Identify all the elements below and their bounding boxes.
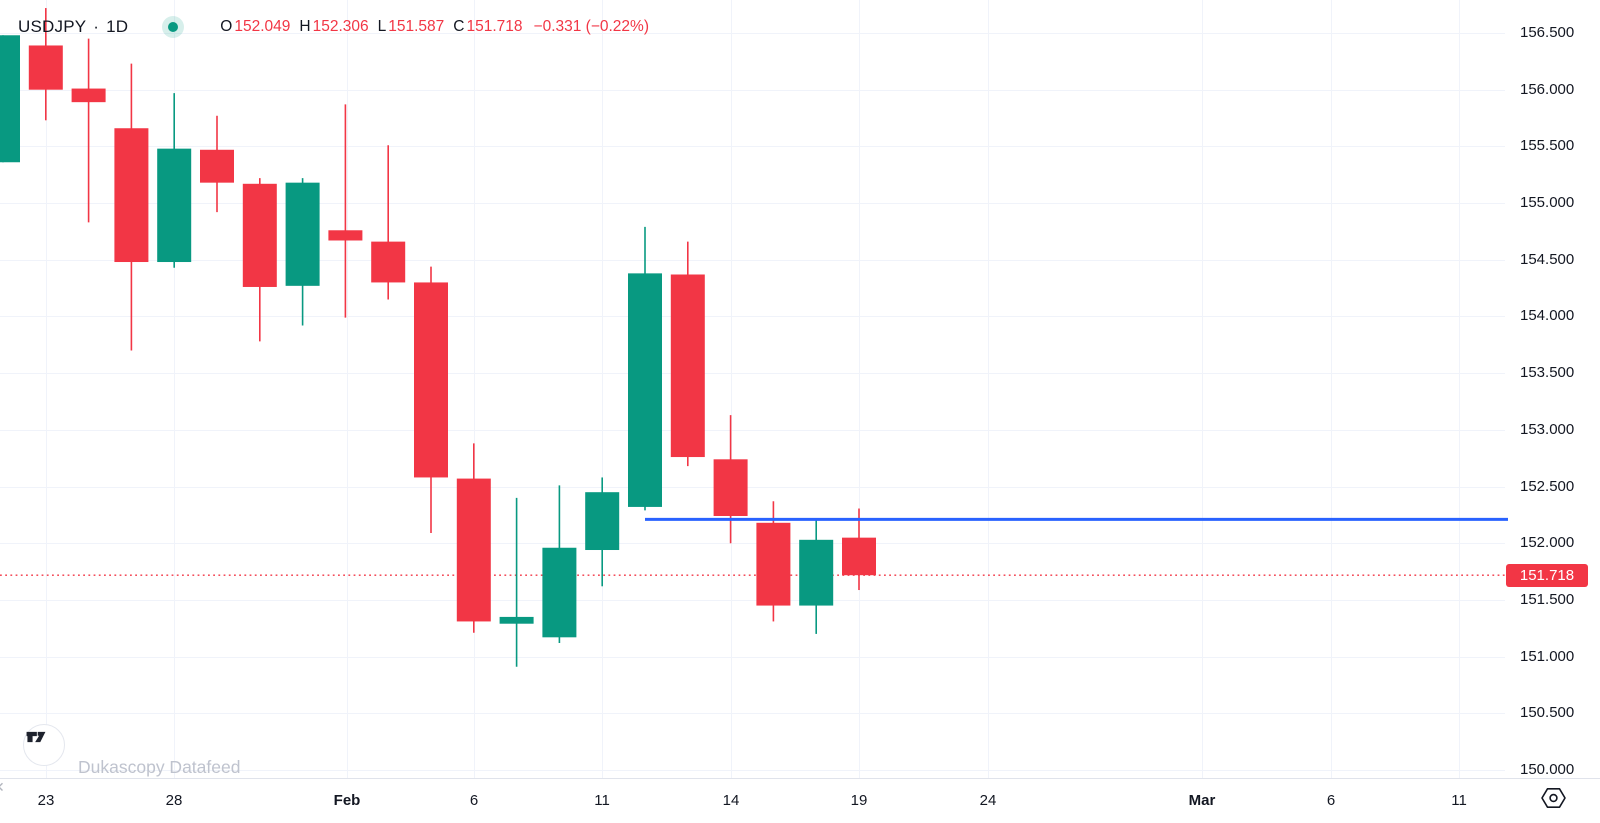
candle-body-feb-5 bbox=[414, 282, 448, 478]
price-axis-label: 154.500 bbox=[1520, 250, 1575, 268]
interval-label: 1D bbox=[106, 17, 129, 36]
price-axis-label: 151.000 bbox=[1520, 647, 1575, 665]
low-value: 151.587 bbox=[388, 18, 445, 35]
candle-body-feb-4 bbox=[371, 241, 406, 283]
candle-body-jan-31 bbox=[285, 182, 320, 286]
candle-body-feb-6 bbox=[456, 478, 491, 622]
time-axis-label: Mar bbox=[1188, 792, 1216, 809]
candle-body-jan-29 bbox=[200, 149, 234, 183]
candle-body-feb-13 bbox=[670, 274, 705, 458]
price-axis-label: 150.000 bbox=[1520, 760, 1575, 778]
candle-body-feb-14 bbox=[713, 459, 748, 516]
price-axis-label: 152.000 bbox=[1520, 534, 1575, 552]
high-value: 152.306 bbox=[312, 18, 369, 35]
price-axis-label: 156.500 bbox=[1520, 24, 1575, 41]
time-axis-label: 24 bbox=[979, 792, 997, 809]
time-axis-label: 6 bbox=[1326, 792, 1336, 809]
candle-body-feb-18 bbox=[799, 539, 834, 606]
time-axis-label: 14 bbox=[722, 792, 740, 809]
change-value: −0.331 (−0.22%) bbox=[533, 18, 649, 35]
price-axis-label: 153.500 bbox=[1520, 364, 1575, 382]
price-axis-label: 154.000 bbox=[1520, 307, 1575, 325]
candle-body-feb-3 bbox=[328, 230, 363, 241]
time-axis-label: 23 bbox=[37, 792, 55, 809]
low-label: L bbox=[377, 18, 387, 35]
symbol-title[interactable]: USDJPY · 1D bbox=[18, 17, 128, 37]
candle-body-feb-12 bbox=[628, 273, 662, 507]
open-label: O bbox=[220, 18, 233, 35]
candle-body-jan-27 bbox=[114, 128, 149, 263]
candle-body-jan-30 bbox=[242, 183, 277, 287]
candle-body-feb-17 bbox=[756, 522, 791, 606]
market-status-icon[interactable] bbox=[162, 16, 185, 38]
time-axis-label: 11 bbox=[594, 792, 610, 809]
symbol-name: USDJPY bbox=[18, 17, 87, 36]
tradingview-logo-icon bbox=[26, 731, 46, 743]
legend: USDJPY · 1D O 152.049 H 152.306 L 151.587 C 15… bbox=[18, 16, 649, 38]
price-axis-label: 156.000 bbox=[1520, 80, 1575, 98]
candle-body-jan-24 bbox=[71, 88, 106, 103]
time-axis-separator bbox=[0, 778, 1600, 779]
last-price-tag[interactable]: 151.718 bbox=[1506, 563, 1588, 587]
high-label: H bbox=[299, 18, 311, 35]
open-value: 152.049 bbox=[234, 18, 291, 35]
clipped-close-icon[interactable]: ✕ bbox=[0, 779, 5, 796]
candle-body-feb-10 bbox=[542, 547, 577, 638]
time-axis-label: 6 bbox=[469, 792, 479, 809]
time-axis-label: Feb bbox=[333, 792, 361, 809]
close-value: 151.718 bbox=[466, 18, 523, 35]
candle-body-feb-19 bbox=[842, 537, 876, 576]
candle-body-feb-7 bbox=[499, 616, 534, 624]
candle-body-feb-11 bbox=[585, 492, 620, 551]
price-axis-label: 155.500 bbox=[1520, 137, 1575, 155]
price-axis-label: 152.500 bbox=[1520, 477, 1575, 495]
market-open-dot-icon bbox=[168, 22, 179, 32]
price-axis-label: 155.000 bbox=[1520, 194, 1575, 212]
time-axis-label: 11 bbox=[1451, 792, 1467, 809]
datafeed-watermark: Dukascopy Datafeed bbox=[78, 757, 241, 777]
price-axis-label: 151.500 bbox=[1520, 590, 1575, 608]
candle-body-jan-23 bbox=[28, 45, 63, 90]
gear-icon[interactable] bbox=[1540, 786, 1567, 810]
ohlc-readout: O 152.049 H 152.306 L 151.587 C 151.718 −0.3… bbox=[220, 18, 649, 36]
candle-body-jan-28 bbox=[157, 148, 192, 263]
tradingview-logo[interactable] bbox=[23, 724, 65, 766]
time-axis-label: 28 bbox=[165, 792, 183, 809]
price-axis-label: 150.500 bbox=[1520, 704, 1575, 722]
candle-body-jan-22 bbox=[0, 35, 20, 163]
price-axis-label: 153.000 bbox=[1520, 420, 1575, 438]
close-label: C bbox=[453, 18, 465, 35]
legend-separator: · bbox=[93, 17, 100, 36]
time-axis-label: 19 bbox=[850, 792, 868, 809]
